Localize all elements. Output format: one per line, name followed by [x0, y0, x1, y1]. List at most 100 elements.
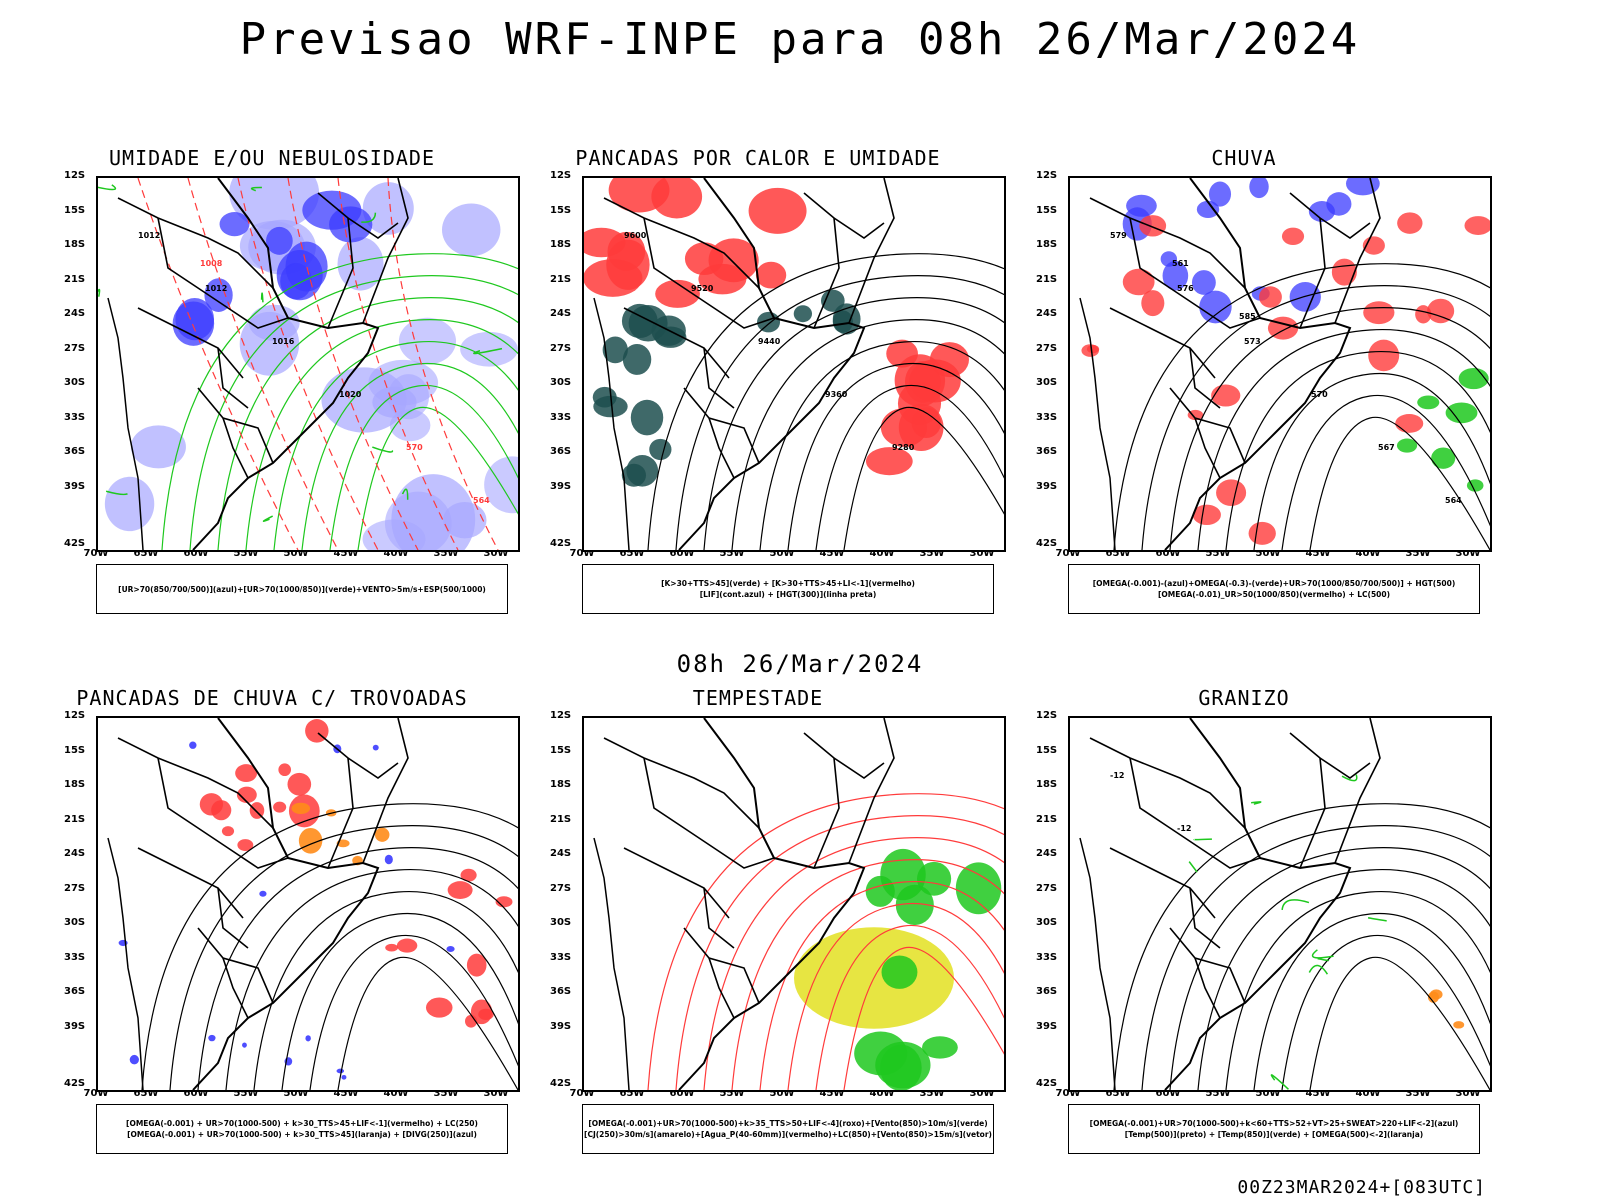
lat-tick-label: 39S	[64, 480, 86, 492]
contour-label: 570	[406, 443, 423, 452]
state-border	[1169, 387, 1246, 464]
state-border	[362, 178, 409, 324]
field-area	[880, 408, 928, 447]
isoline	[1141, 825, 1490, 1090]
state-border	[1189, 347, 1221, 409]
field-area	[189, 741, 197, 749]
lat-tick-label: 42S	[550, 538, 572, 549]
lat-tick-label: 15S	[550, 744, 572, 756]
map-legend: [OMEGA(-0.001)+UR>70(1000-500)+k<60+TTS>…	[1068, 1104, 1480, 1154]
lat-tick-label: 12S	[64, 710, 86, 721]
lon-tick-label: 40W	[1355, 548, 1381, 559]
state-border	[703, 887, 735, 949]
field-area	[273, 801, 287, 813]
isoline	[337, 956, 518, 1090]
panel-granizo: GRANIZO 12S 15S 18S 21S 24S 27S 30S 33S 36S 39S 42S…	[994, 686, 1494, 1186]
state-border	[327, 217, 354, 329]
field-area	[622, 343, 652, 375]
isoline	[329, 384, 518, 550]
state-border	[197, 387, 274, 464]
field-area	[1427, 298, 1455, 324]
lat-tick-label: 24S	[1036, 308, 1058, 319]
isoline	[759, 340, 1004, 550]
coastline	[678, 718, 866, 1090]
isoline	[1225, 890, 1490, 1090]
lat-tick-label: 33S	[550, 951, 572, 963]
field-area	[880, 848, 926, 901]
coastline	[192, 178, 380, 550]
lat-tick-label: 12S	[1036, 710, 1058, 721]
contour-label: 573	[1244, 337, 1261, 346]
lat-tick-label: 21S	[64, 273, 86, 285]
coastline	[678, 178, 866, 550]
coastline	[192, 718, 380, 1090]
forecast-map: 579 576 573 570 567 564 561 585	[1068, 176, 1492, 552]
coastline	[1079, 297, 1116, 550]
isoline	[250, 186, 262, 192]
lat-tick-label: 18S	[550, 239, 572, 250]
field-area	[259, 890, 267, 897]
panel-title: PANCADAS DE CHUVA C/ TROVOADAS	[76, 686, 468, 710]
field-area	[621, 463, 647, 487]
field-area	[748, 187, 807, 234]
panel-title: TEMPESTADE	[692, 686, 824, 710]
lon-tick-label: 45W	[1305, 548, 1331, 559]
lon-tick-label: 55W	[1205, 548, 1231, 559]
field-area	[266, 226, 293, 255]
lon-tick-label: 50W	[769, 548, 795, 559]
panel-umidade: UMIDADE E/OU NEBULOSIDADE 12S 15S 18S 21S 24S…	[22, 146, 522, 646]
legend-line: [OMEGA(-0.001)-(azul)+OMEGA(-0.3)-(verde…	[1092, 579, 1456, 588]
field-area	[384, 854, 393, 865]
lon-tick-label: 70W	[83, 1088, 109, 1099]
isoline	[1193, 838, 1212, 841]
contour-label: 9280	[892, 443, 915, 452]
isoline	[1253, 372, 1490, 550]
state-border	[708, 417, 735, 479]
isoline	[1309, 416, 1490, 550]
state-border	[137, 307, 244, 379]
isoline	[787, 902, 1004, 1090]
lon-tick-label: 40W	[869, 548, 895, 559]
isoline	[161, 253, 518, 550]
isoline	[1317, 957, 1330, 962]
contour-label: 579	[1110, 231, 1127, 240]
field-area	[916, 861, 952, 896]
contour-label: 567	[1378, 443, 1395, 452]
state-border	[803, 192, 885, 239]
field-area	[955, 862, 1002, 915]
field-area	[1281, 227, 1305, 246]
state-border	[117, 737, 274, 829]
field-area	[278, 763, 292, 777]
isoline	[815, 924, 1004, 1090]
isoline	[731, 319, 1004, 550]
lat-tick-label: 36S	[550, 446, 572, 457]
lon-tick-label: 70W	[569, 1088, 595, 1099]
isoline	[1281, 394, 1490, 550]
contour-label: 1012	[205, 284, 227, 293]
lat-tick-label: 39S	[550, 480, 572, 492]
isoline	[1251, 801, 1262, 805]
lon-tick-label: 60W	[1155, 548, 1181, 559]
isoline	[1308, 964, 1329, 975]
legend-line: [OMEGA(-0.001) + UR>70(1000-500) + k>30_…	[127, 1130, 477, 1139]
lat-tick-label: 30S	[550, 377, 572, 388]
state-border	[623, 847, 730, 919]
state-border	[848, 178, 895, 324]
field-area	[1464, 216, 1490, 235]
contour-label: 564	[473, 496, 490, 505]
lat-tick-label: 27S	[64, 342, 86, 354]
field-area	[441, 203, 501, 257]
coastline	[1164, 718, 1352, 1090]
isoline	[1341, 774, 1358, 782]
isoline	[1169, 847, 1490, 1090]
field-area	[651, 178, 703, 219]
isoline	[843, 406, 1004, 550]
isoline	[647, 793, 1004, 1090]
lat-tick-label: 27S	[550, 882, 572, 894]
run-timestamp: 00Z23MAR2024+[083UTC]	[1237, 1177, 1486, 1198]
contour-label: 585	[1239, 312, 1256, 321]
lon-tick-label: 30W	[969, 1088, 995, 1099]
isoline	[237, 178, 379, 550]
lat-tick-label: 30S	[1036, 917, 1058, 928]
contour-label: 9360	[825, 390, 848, 399]
